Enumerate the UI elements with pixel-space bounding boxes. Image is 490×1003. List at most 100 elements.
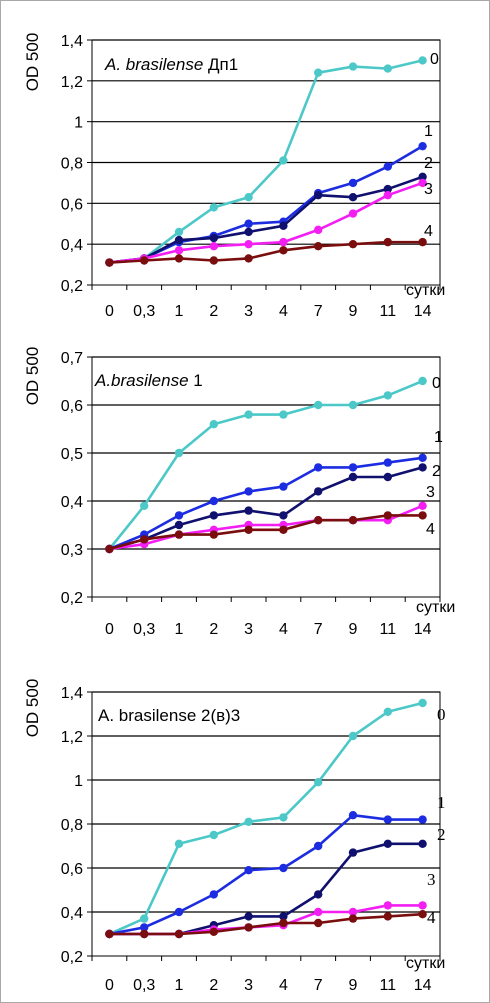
series-line — [108, 701, 423, 936]
data-point — [383, 901, 392, 910]
data-point — [348, 239, 358, 249]
data-point — [383, 237, 392, 247]
y-tick-label: 1 — [74, 773, 83, 790]
data-point — [418, 453, 427, 462]
y-axis-label: OD 500 — [23, 347, 42, 406]
y-tick-label: 0,8 — [61, 156, 83, 173]
chart-title: A. brasilense Дп1 — [104, 55, 238, 74]
data-point — [105, 929, 114, 939]
series-label: 3 — [424, 181, 433, 198]
data-point — [383, 190, 392, 200]
y-tick-label: 0,4 — [61, 905, 83, 922]
data-point — [174, 929, 184, 939]
data-point — [140, 923, 149, 932]
data-point — [174, 511, 184, 520]
data-point — [314, 487, 323, 496]
data-point — [418, 376, 427, 386]
series-0: 0 — [105, 375, 441, 554]
data-point — [174, 530, 184, 539]
x-tick-label: 0 — [105, 621, 114, 638]
data-point — [314, 68, 323, 77]
data-point — [209, 927, 218, 936]
series-line — [109, 59, 423, 264]
series-line — [109, 813, 423, 936]
x-tick-label: 3 — [244, 977, 253, 994]
y-tick-label: 1,4 — [61, 33, 83, 50]
series-label: 4 — [427, 908, 436, 927]
series-line — [109, 240, 423, 264]
x-tick-label: 7 — [314, 977, 323, 994]
data-point — [140, 535, 149, 544]
x-tick-label: 14 — [414, 621, 432, 638]
data-point — [314, 400, 323, 410]
data-point — [383, 839, 392, 848]
data-point — [418, 839, 427, 848]
data-point — [383, 458, 392, 467]
x-tick-label: 11 — [379, 977, 396, 994]
data-point — [418, 698, 427, 708]
series-label: 0 — [437, 705, 446, 724]
x-tick-label: 11 — [379, 621, 396, 638]
data-point — [348, 463, 358, 472]
data-point — [418, 901, 427, 910]
data-point — [383, 707, 392, 716]
x-tick-label: 3 — [244, 303, 253, 320]
y-tick-label: 0,6 — [61, 861, 83, 878]
y-axis-label: OD 500 — [23, 679, 42, 738]
data-point — [174, 520, 184, 530]
series-line — [109, 145, 424, 264]
data-point — [314, 190, 323, 200]
data-point — [174, 448, 184, 458]
data-point — [105, 258, 114, 267]
x-tick-label: 3 — [244, 621, 253, 638]
y-tick-label: 1,4 — [61, 685, 83, 702]
data-point — [244, 227, 253, 237]
x-axis-label: сутки — [406, 955, 445, 972]
y-axis-label: OD 500 — [23, 33, 42, 92]
series-line — [108, 379, 424, 550]
data-point — [383, 511, 392, 520]
y-tick-label: 0,5 — [61, 446, 83, 463]
data-point — [244, 506, 253, 515]
data-point — [418, 237, 427, 247]
x-tick-label: 11 — [379, 303, 396, 320]
x-tick-label: 0,3 — [133, 621, 155, 638]
y-tick-label: 1,2 — [61, 74, 83, 91]
data-point — [209, 242, 218, 251]
series-line — [109, 181, 424, 264]
series-line — [109, 842, 423, 936]
data-point — [383, 162, 392, 171]
data-point — [279, 410, 288, 419]
data-point — [209, 203, 218, 212]
x-tick-label: 14 — [414, 977, 432, 994]
data-point — [418, 463, 427, 472]
data-point — [314, 516, 323, 525]
series-line — [109, 514, 423, 551]
data-point — [348, 193, 358, 202]
x-tick-label: 9 — [349, 977, 358, 994]
series-label: 3 — [426, 484, 435, 501]
chart-title-rest: A. brasilense 2(в)3 — [98, 706, 240, 725]
data-point — [418, 501, 427, 510]
chart-title-italic: A.brasilense — [94, 371, 189, 390]
y-tick-label: 1,2 — [61, 729, 83, 746]
data-point — [244, 254, 253, 263]
series-line — [109, 175, 424, 264]
x-tick-label: 0 — [105, 303, 114, 320]
series-label: 1 — [424, 123, 433, 140]
x-tick-label: 4 — [279, 977, 288, 994]
data-point — [279, 863, 288, 873]
data-point — [383, 472, 392, 482]
chart-title: A. brasilense 2(в)3 — [98, 706, 240, 725]
x-tick-label: 7 — [314, 303, 323, 320]
data-point — [418, 511, 427, 520]
x-tick-label: 1 — [175, 977, 184, 994]
data-point — [383, 912, 392, 921]
series-1: 1 — [105, 793, 446, 939]
data-point — [209, 511, 218, 520]
x-tick-label: 1 — [175, 621, 184, 638]
series-3: 3 — [105, 870, 436, 939]
data-point — [209, 890, 218, 899]
